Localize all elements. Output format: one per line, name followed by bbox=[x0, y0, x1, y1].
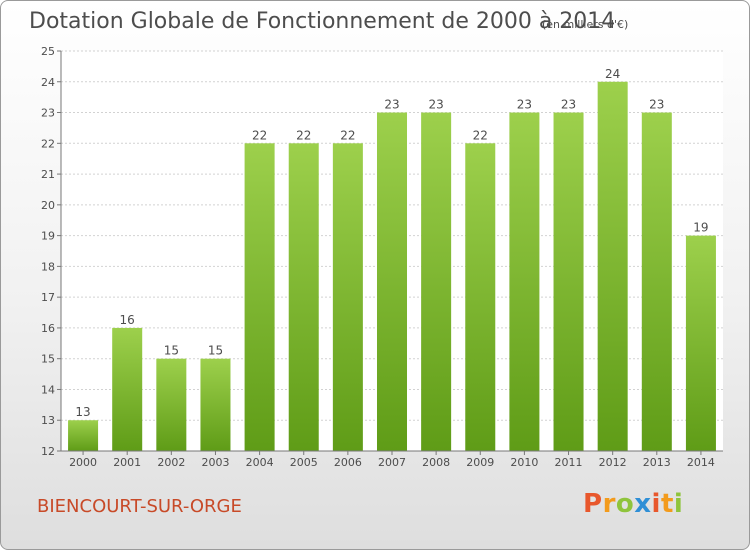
bar bbox=[200, 358, 231, 451]
x-tick-label: 2008 bbox=[422, 456, 450, 469]
x-tick-label: 2005 bbox=[290, 456, 318, 469]
x-tick-label: 2003 bbox=[201, 456, 229, 469]
bar bbox=[288, 143, 319, 452]
data-label: 22 bbox=[473, 128, 488, 142]
data-label: 23 bbox=[384, 98, 399, 112]
data-label: 23 bbox=[649, 98, 664, 112]
data-label: 16 bbox=[120, 313, 135, 327]
bar bbox=[156, 358, 187, 451]
bar bbox=[244, 143, 275, 452]
data-label: 15 bbox=[208, 344, 223, 358]
x-tick-label: 2014 bbox=[687, 456, 715, 469]
data-label: 22 bbox=[340, 128, 355, 142]
data-label: 23 bbox=[428, 98, 443, 112]
bar bbox=[376, 112, 408, 452]
proxiti-logo[interactable]: Proxiti bbox=[583, 489, 684, 519]
data-label: 13 bbox=[75, 405, 90, 419]
y-tick-label: 22 bbox=[41, 137, 55, 150]
y-tick-label: 17 bbox=[41, 291, 55, 304]
y-tick-label: 19 bbox=[41, 230, 55, 243]
x-tick-label: 2000 bbox=[69, 456, 97, 469]
x-tick-label: 2013 bbox=[643, 456, 671, 469]
chart-title: Dotation Globale de Fonctionnement de 20… bbox=[29, 9, 616, 34]
bar bbox=[509, 112, 540, 452]
y-tick-label: 16 bbox=[41, 322, 55, 335]
x-tick-label: 2006 bbox=[334, 456, 362, 469]
bar bbox=[112, 327, 143, 451]
data-label: 23 bbox=[561, 98, 576, 112]
x-tick-label: 2001 bbox=[113, 456, 141, 469]
bar bbox=[641, 112, 672, 452]
bar bbox=[597, 81, 628, 452]
x-tick-label: 2011 bbox=[555, 456, 583, 469]
bar bbox=[685, 235, 716, 451]
data-label: 15 bbox=[164, 344, 179, 358]
place-name: BIENCOURT-SUR-ORGE bbox=[37, 496, 242, 517]
x-tick-label: 2007 bbox=[378, 456, 406, 469]
bar bbox=[332, 143, 363, 452]
bar bbox=[465, 143, 496, 452]
data-label: 19 bbox=[693, 221, 708, 235]
x-tick-label: 2009 bbox=[466, 456, 494, 469]
data-label: 22 bbox=[296, 128, 311, 142]
y-tick-label: 13 bbox=[41, 414, 55, 427]
chart-subtitle: (en milliers d'€) bbox=[542, 18, 629, 31]
y-tick-label: 21 bbox=[41, 168, 55, 181]
y-tick-label: 25 bbox=[41, 45, 55, 58]
y-tick-label: 23 bbox=[41, 107, 55, 120]
data-label: 24 bbox=[605, 67, 620, 81]
bar bbox=[421, 112, 452, 452]
y-tick-label: 14 bbox=[41, 383, 55, 396]
y-tick-label: 20 bbox=[41, 199, 55, 212]
bar bbox=[553, 112, 584, 452]
y-tick-label: 12 bbox=[41, 445, 55, 458]
y-tick-label: 18 bbox=[41, 260, 55, 273]
data-label: 22 bbox=[252, 128, 267, 142]
y-tick-label: 15 bbox=[41, 353, 55, 366]
data-label: 23 bbox=[517, 98, 532, 112]
x-tick-label: 2012 bbox=[599, 456, 627, 469]
x-tick-label: 2004 bbox=[246, 456, 274, 469]
y-tick-label: 24 bbox=[41, 76, 55, 89]
x-tick-label: 2002 bbox=[157, 456, 185, 469]
x-tick-label: 2010 bbox=[510, 456, 538, 469]
bar bbox=[68, 420, 99, 451]
